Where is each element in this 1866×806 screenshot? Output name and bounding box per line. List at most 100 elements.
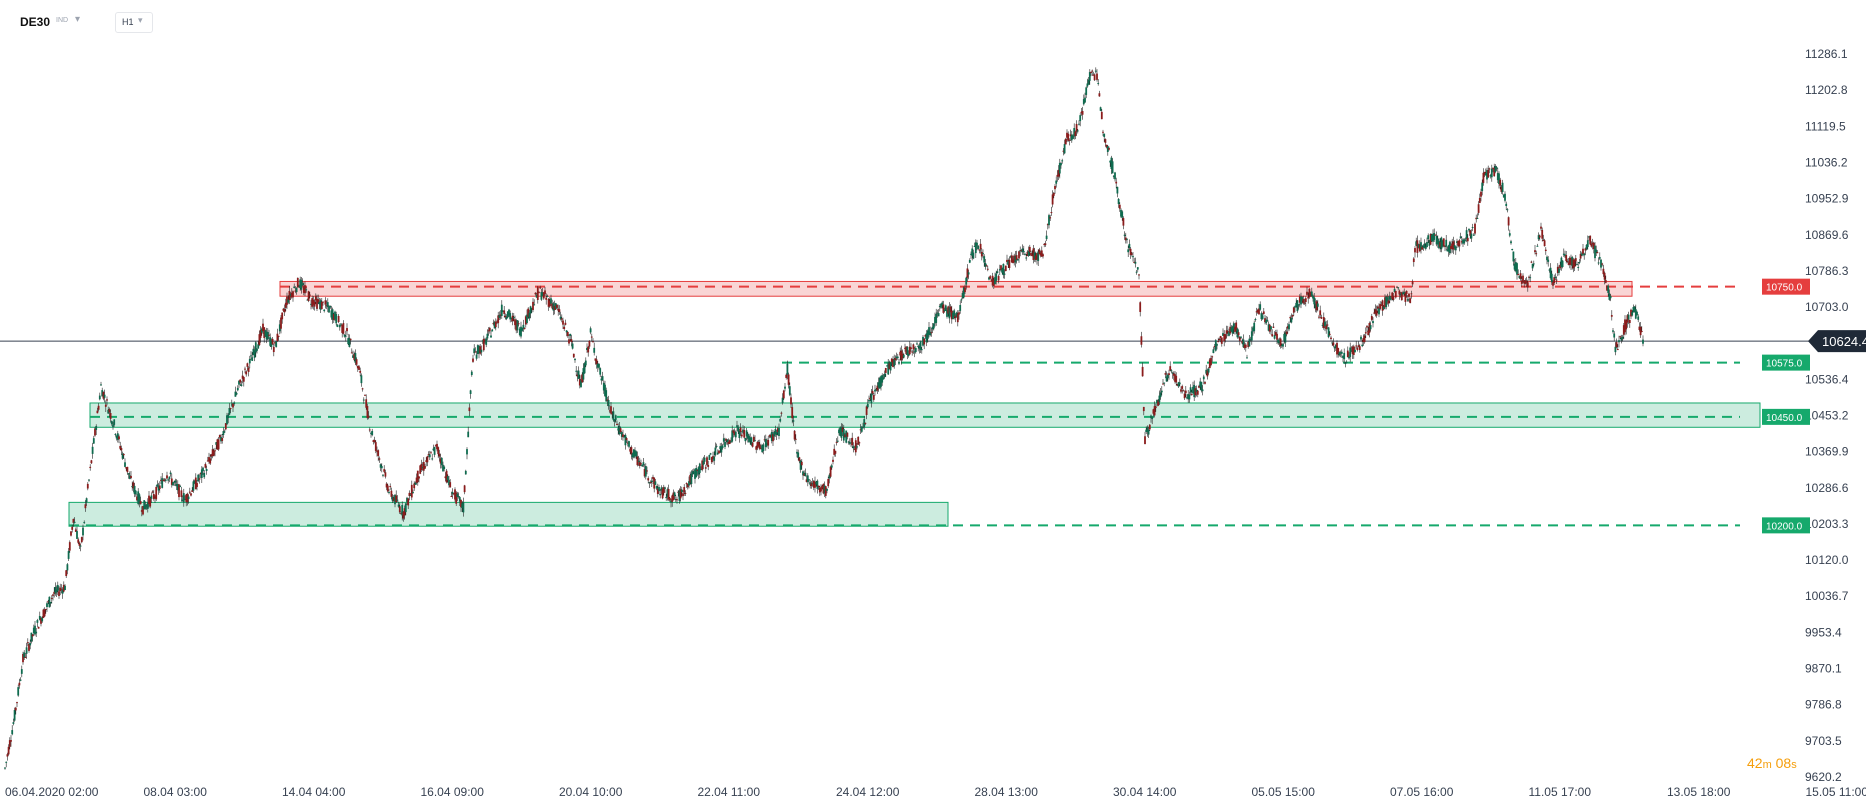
candle-body	[1402, 292, 1404, 295]
x-tick-label: 08.04 03:00	[144, 785, 208, 799]
candle-body	[827, 478, 830, 487]
candle-body	[203, 473, 206, 478]
candle-body	[1493, 168, 1496, 177]
candle-body	[972, 252, 975, 259]
candle-body	[377, 450, 380, 456]
candle-body	[593, 347, 596, 353]
chevron-down-icon[interactable]: ▾	[75, 14, 81, 25]
candle-body	[1584, 248, 1587, 251]
candle-body	[931, 326, 934, 330]
y-tick-label: 10869.6	[1805, 228, 1849, 242]
candle-body	[1387, 300, 1390, 304]
candle-body	[228, 408, 231, 415]
candle-body	[1117, 198, 1120, 204]
candle-body	[701, 460, 704, 470]
candle-body	[1094, 70, 1097, 72]
candle-body	[1586, 240, 1589, 248]
candle-body	[553, 305, 556, 310]
candle-body	[727, 441, 730, 444]
candle-body	[868, 400, 870, 402]
candle-body	[1098, 93, 1101, 97]
candle-body	[547, 298, 550, 307]
candle-body	[1490, 168, 1493, 178]
candle-body	[1133, 261, 1136, 263]
level-label-bg	[1762, 517, 1810, 534]
candle-body	[1001, 268, 1004, 273]
candle-body	[803, 473, 806, 476]
candle-body	[1010, 255, 1013, 263]
candle-body	[1442, 238, 1445, 246]
candle-body	[1223, 334, 1226, 342]
level-label-bg	[1762, 354, 1810, 371]
candle-body	[1295, 302, 1298, 307]
countdown-m: m	[1762, 759, 1772, 771]
candle-body	[1331, 342, 1334, 344]
candle-body	[980, 251, 983, 257]
candle-body	[414, 482, 417, 485]
candle-body	[1136, 267, 1139, 270]
candle-body	[458, 497, 461, 502]
candle-body	[1345, 362, 1348, 364]
timeframe-selector[interactable]: H1 ▾	[115, 12, 153, 33]
candle-body	[902, 354, 905, 358]
candle-body	[337, 315, 340, 323]
candle-body	[664, 487, 666, 489]
candle-body	[842, 428, 845, 441]
candle-body	[962, 287, 965, 298]
candle-body	[1416, 240, 1419, 253]
candle-body	[109, 413, 112, 419]
candle-body	[737, 426, 740, 432]
candle-body	[1430, 234, 1433, 242]
candle-body	[170, 478, 173, 485]
candle-body	[90, 460, 93, 464]
candle-body	[584, 360, 587, 366]
candle-body	[1361, 344, 1364, 347]
candle-body	[73, 521, 76, 524]
candle-body	[1030, 252, 1032, 256]
candle-body	[1241, 341, 1244, 344]
candle-body	[511, 315, 514, 322]
candle-body	[758, 444, 761, 449]
candle-body	[887, 362, 890, 375]
candle-body	[41, 617, 44, 622]
candle-body	[1073, 128, 1076, 137]
y-tick-label: 9870.1	[1805, 662, 1842, 676]
candle-body	[1562, 253, 1565, 255]
candle-body	[1451, 243, 1454, 249]
candle-body	[1372, 321, 1374, 324]
candle-body	[1279, 338, 1282, 347]
candle-body	[1589, 235, 1592, 245]
candle-body	[242, 376, 245, 382]
candle-body	[1096, 73, 1098, 80]
candle-body	[1458, 240, 1461, 247]
candle-body	[662, 487, 665, 493]
candle-body	[781, 397, 784, 403]
candle-body	[847, 441, 850, 443]
symbol-label[interactable]: DE30	[20, 15, 51, 29]
candle-body	[641, 464, 644, 467]
candle-body	[481, 340, 484, 342]
candle-body	[1595, 249, 1598, 253]
candle-body	[716, 452, 719, 455]
candle-body	[780, 412, 783, 414]
candle-body	[26, 642, 29, 644]
candle-body	[1326, 324, 1329, 326]
candle-body	[454, 489, 456, 500]
candle-body	[904, 347, 906, 349]
candle-body	[637, 460, 640, 462]
candle-body	[142, 505, 144, 515]
candle-body	[1237, 332, 1240, 336]
candle-body	[1283, 333, 1286, 341]
candle-body	[1549, 267, 1552, 279]
candle-body	[287, 299, 290, 303]
candle-body	[1232, 323, 1235, 330]
candle-body	[889, 363, 892, 371]
candle-body	[1201, 389, 1204, 392]
candle-body	[96, 410, 99, 414]
candle-body	[1061, 160, 1064, 162]
candle-body	[134, 490, 137, 495]
y-tick-label: 10203.3	[1805, 517, 1849, 531]
candle-body	[212, 450, 215, 456]
candle-body	[52, 594, 54, 596]
